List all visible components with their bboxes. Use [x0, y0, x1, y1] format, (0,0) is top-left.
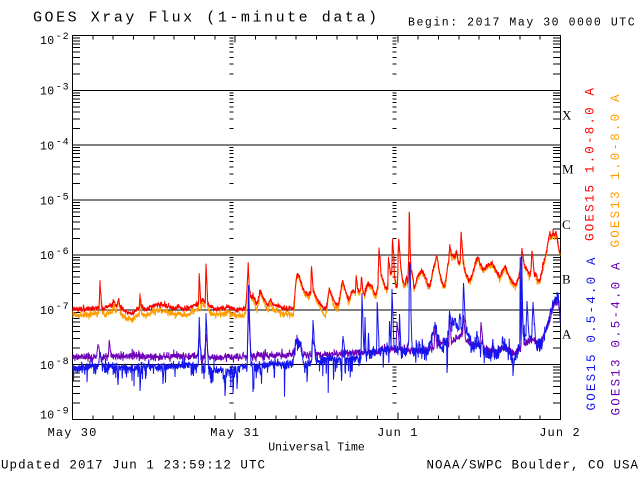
svg-text:10: 10 — [40, 141, 54, 154]
svg-text:Jun 2: Jun 2 — [539, 426, 581, 440]
svg-text:GOES15 1.0-8.0 A: GOES15 1.0-8.0 A — [584, 86, 598, 241]
svg-text:10: 10 — [40, 305, 54, 318]
svg-text:-2: -2 — [56, 32, 70, 43]
svg-text:-6: -6 — [56, 247, 70, 258]
svg-text:GOES13 1.0-8.0 A: GOES13 1.0-8.0 A — [609, 92, 623, 247]
svg-text:GOES Xray Flux (1-minute data): GOES Xray Flux (1-minute data) — [33, 10, 380, 27]
svg-text:-9: -9 — [56, 406, 70, 417]
svg-text:Jun 1: Jun 1 — [377, 426, 419, 440]
svg-text:-3: -3 — [56, 83, 70, 94]
svg-text:Begin: 2017 May 30 0000 UTC: Begin: 2017 May 30 0000 UTC — [408, 16, 636, 29]
svg-text:M: M — [562, 162, 574, 177]
svg-text:-8: -8 — [56, 357, 70, 368]
svg-text:NOAA/SWPC Boulder, CO USA: NOAA/SWPC Boulder, CO USA — [426, 459, 639, 473]
svg-text:GOES15 0.5-4.0 A: GOES15 0.5-4.0 A — [585, 255, 599, 410]
svg-text:GOES13 0.5-4.0 A: GOES13 0.5-4.0 A — [610, 260, 624, 415]
svg-text:10: 10 — [40, 409, 54, 422]
svg-text:10: 10 — [40, 195, 54, 208]
svg-text:-4: -4 — [56, 138, 70, 149]
svg-text:-7: -7 — [56, 302, 70, 313]
svg-text:B: B — [562, 272, 571, 287]
svg-text:X: X — [562, 108, 572, 123]
svg-text:10: 10 — [40, 86, 54, 99]
svg-text:May 31: May 31 — [210, 426, 260, 440]
svg-text:May 30: May 30 — [48, 426, 98, 440]
svg-text:Universal Time: Universal Time — [268, 442, 365, 455]
svg-text:Updated 2017 Jun 1 23:59:12 U: Updated 2017 Jun 1 23:59:12 UTC — [1, 459, 266, 473]
svg-text:10: 10 — [40, 35, 54, 48]
svg-text:10: 10 — [40, 360, 54, 373]
svg-text:A: A — [562, 327, 572, 342]
svg-text:10: 10 — [40, 250, 54, 263]
svg-text:C: C — [562, 217, 571, 232]
svg-text:-5: -5 — [56, 192, 70, 203]
